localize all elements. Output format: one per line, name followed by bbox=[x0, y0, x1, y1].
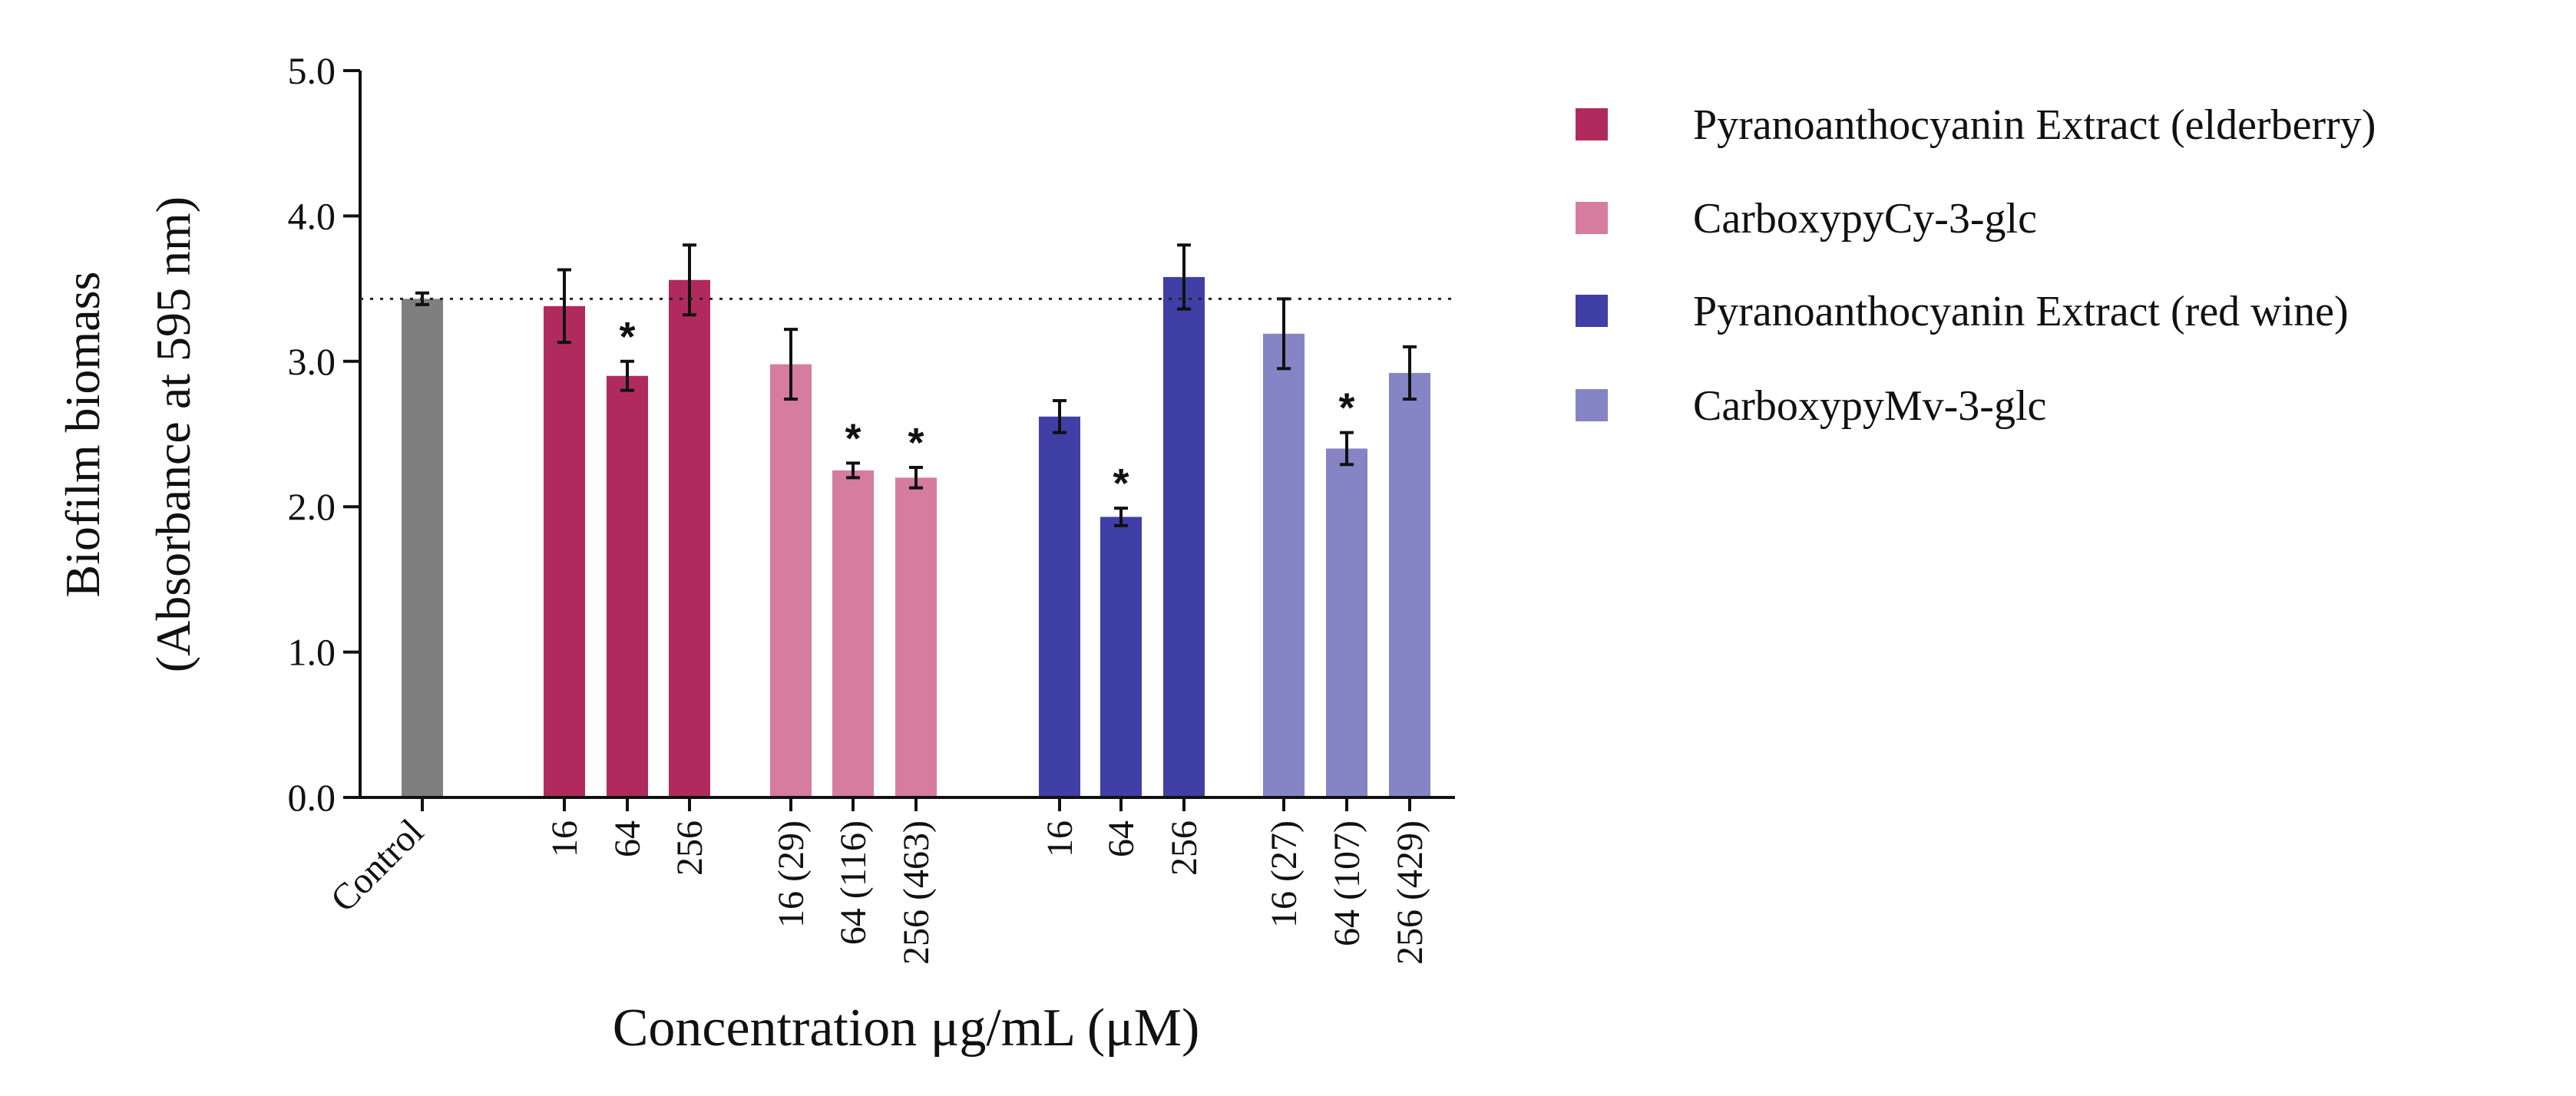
bar-pyranoanthocyanin-extract-red-wine--0 bbox=[1039, 416, 1080, 797]
significance-marker: * bbox=[1338, 385, 1354, 431]
bar-pyranoanthocyanin-extract-elderberry--2 bbox=[669, 279, 710, 798]
legend: Pyranoanthocyanin Extract (elderberry) Ca… bbox=[1576, 101, 2376, 430]
legend-swatch bbox=[1576, 202, 1608, 234]
y-tick-label: 1.0 bbox=[288, 631, 336, 674]
x-tick-label: 64 bbox=[1101, 820, 1142, 857]
x-tick-label: 64 (107) bbox=[1327, 820, 1367, 946]
axes-layer bbox=[343, 69, 1455, 811]
x-tick-label: 64 bbox=[607, 820, 648, 857]
y-axis-label-line-2: (Absorbance at 595 nm) bbox=[146, 196, 200, 672]
significance-marker: * bbox=[845, 415, 861, 461]
legend-swatch bbox=[1576, 389, 1608, 421]
bar-control-0 bbox=[402, 299, 443, 797]
x-tick-label: 256 bbox=[670, 820, 710, 876]
bar-pyranoanthocyanin-extract-red-wine--2 bbox=[1163, 276, 1205, 797]
x-tick-label: 16 (27) bbox=[1264, 820, 1305, 928]
labels-layer: 0.0 1.0 2.0 3.0 4.0 5.0 Biofilm biomass (Absorb… bbox=[55, 49, 1430, 1058]
bar-carboxypycy-3-glc-1 bbox=[832, 470, 874, 797]
x-tick-label: 256 bbox=[1164, 820, 1205, 876]
legend-label: Pyranoanthocyanin Extract (elderberry) bbox=[1693, 101, 2376, 149]
x-tick-label: 256 (463) bbox=[896, 820, 937, 965]
y-tick-label: 3.0 bbox=[288, 340, 336, 383]
x-tick-label: 256 (429) bbox=[1390, 820, 1430, 965]
x-tick-label: Control bbox=[323, 811, 432, 919]
legend-swatch bbox=[1576, 295, 1608, 327]
y-tick-label: 2.0 bbox=[288, 485, 336, 528]
x-tick-label: 16 bbox=[544, 820, 585, 857]
legend-label: CarboxypyCy-3-glc bbox=[1693, 195, 2037, 243]
x-axis-label: Concentration μg/mL (μM) bbox=[613, 999, 1200, 1058]
bar-pyranoanthocyanin-extract-elderberry--0 bbox=[544, 305, 585, 797]
y-axis-label-line-1: Biofilm biomass bbox=[55, 272, 110, 598]
bar-carboxypycy-3-glc-0 bbox=[770, 364, 812, 797]
legend-label: Pyranoanthocyanin Extract (red wine) bbox=[1693, 288, 2349, 335]
x-tick-label: 16 (29) bbox=[771, 820, 812, 928]
significance-marker: * bbox=[1113, 461, 1129, 507]
bar-carboxypycy-3-glc-2 bbox=[895, 477, 937, 797]
bar-pyranoanthocyanin-extract-red-wine--1 bbox=[1100, 517, 1142, 797]
y-tick-label: 4.0 bbox=[288, 194, 336, 237]
x-tick-label: 64 (116) bbox=[833, 820, 874, 945]
significance-marker: * bbox=[619, 314, 635, 360]
legend-swatch bbox=[1576, 108, 1608, 140]
y-tick-label: 0.0 bbox=[288, 776, 336, 819]
legend-label: CarboxypyMv-3-glc bbox=[1693, 382, 2046, 430]
significance-marker: * bbox=[908, 420, 924, 466]
x-tick-label: 16 bbox=[1040, 820, 1080, 857]
bar-carboxypymv-3-glc-2 bbox=[1389, 372, 1430, 797]
bar-carboxypymv-3-glc-1 bbox=[1326, 448, 1367, 797]
y-tick-label: 5.0 bbox=[288, 49, 336, 92]
bar-pyranoanthocyanin-extract-elderberry--1 bbox=[607, 375, 648, 797]
bars-layer bbox=[402, 243, 1430, 798]
bar-carboxypymv-3-glc-0 bbox=[1263, 333, 1305, 798]
